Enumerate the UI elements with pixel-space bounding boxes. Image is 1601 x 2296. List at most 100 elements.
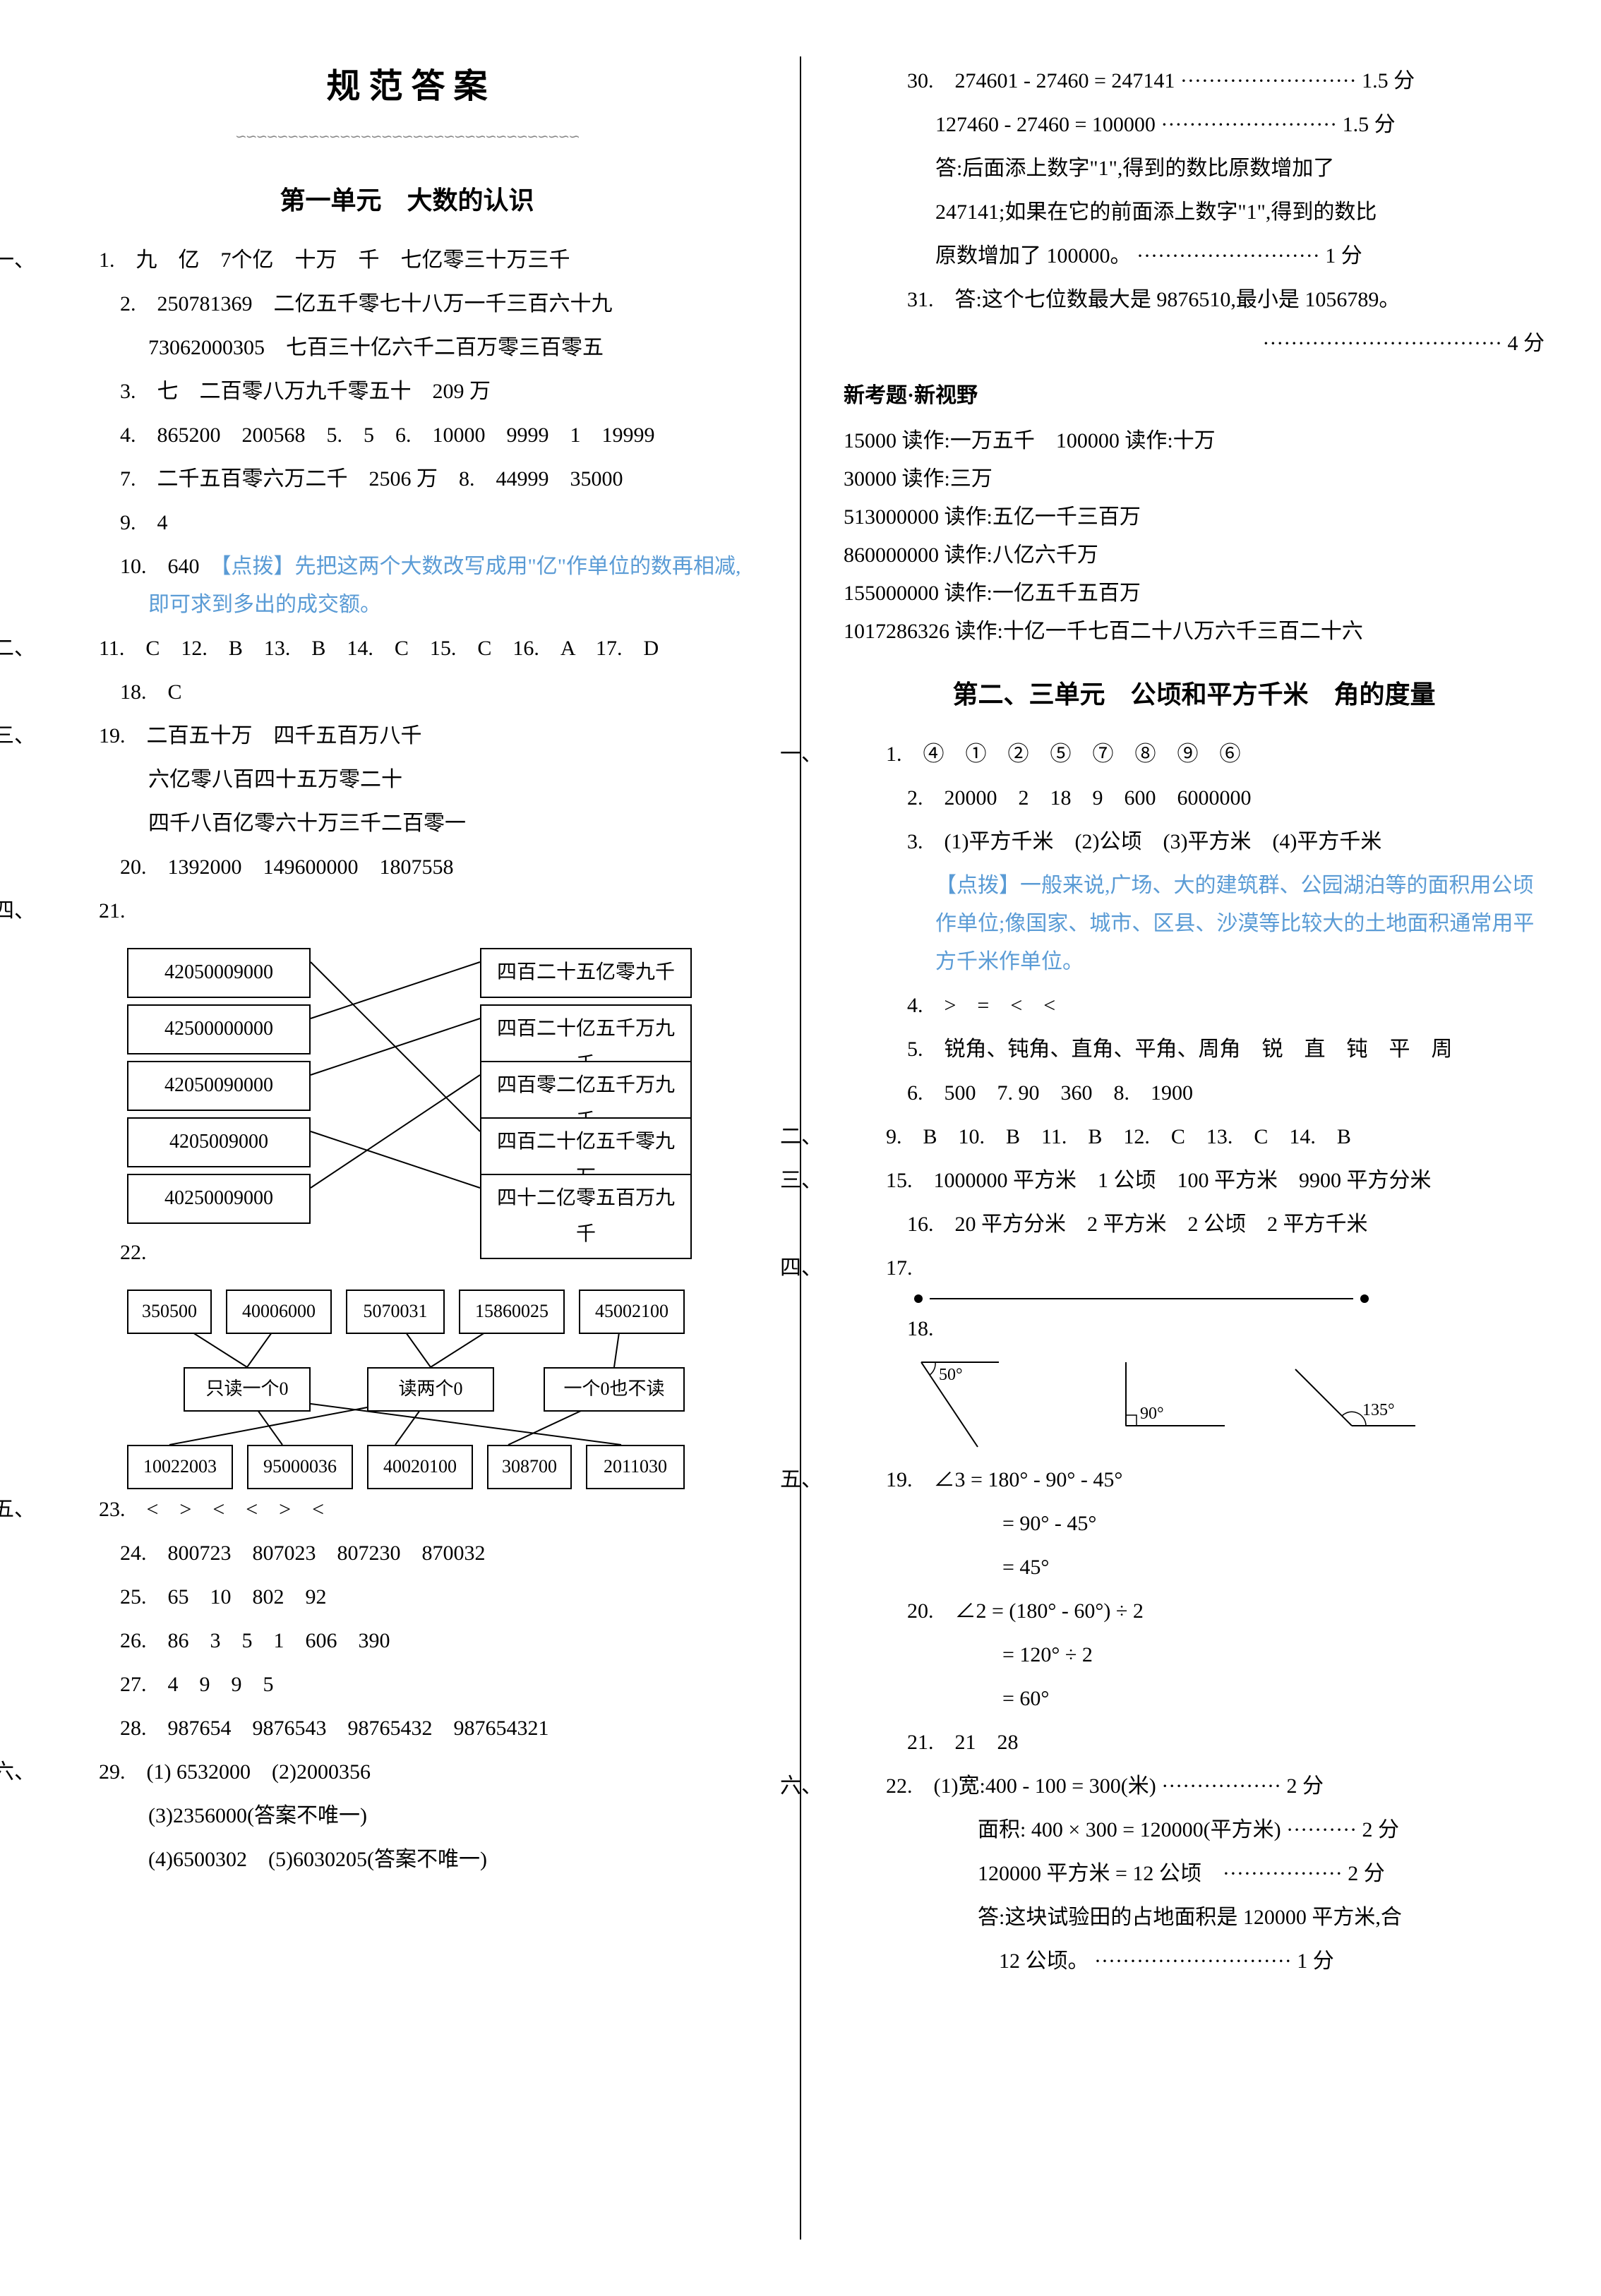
newtitle: 新考题·新视野: [844, 377, 1545, 415]
flow-diagram: 350500 40006000 5070031 15860025 4500210…: [127, 1282, 727, 1480]
s1-label: 一、: [56, 241, 99, 280]
unit2-title: 第二、三单元 公顷和平方千米 角的度量: [844, 672, 1545, 718]
angle-50: 50°: [914, 1355, 1055, 1454]
s1-q3: 3. 七 二百零八万九千零五十 209 万: [56, 373, 757, 411]
u2s1-q1: 一、1. ④ ① ② ⑤ ⑦ ⑧ ⑨ ⑥: [844, 735, 1545, 774]
s1-q9: 9. 4: [56, 504, 757, 542]
r-q30c: 答:后面添上数字"1",得到的数比原数增加了: [844, 150, 1545, 188]
s1-q10: 10. 640 【点拨】先把这两个大数改写成用"亿"作单位的数再相减,即可求到多…: [56, 548, 757, 624]
fm-2: 一个0也不读: [544, 1367, 685, 1412]
mr-0: 四百二十五亿零九千: [480, 948, 692, 997]
mr-4: 四十二亿零五百万九千: [480, 1174, 692, 1259]
ml-4: 40250009000: [127, 1174, 311, 1223]
s6-q29d: (4)6500302 (5)6030205(答案不唯一): [56, 1841, 757, 1879]
ft-2: 5070031: [346, 1290, 445, 1334]
dot-icon: [1360, 1294, 1369, 1303]
s3-q19b: 六亿零八百四十五万零二十: [56, 761, 757, 799]
s4-label: 四、: [56, 892, 99, 930]
r-q30b: 127460 - 27460 = 100000 ················…: [844, 106, 1545, 144]
u2s6-q22d: 答:这块试验田的占地面积是 120000 平方米,合: [844, 1899, 1545, 1937]
s1-q7: 7. 二千五百零六万二千 2506 万 8. 44999 35000: [56, 460, 757, 498]
fb-2: 40020100: [367, 1445, 473, 1489]
u2s5-q21: 21. 21 28: [844, 1724, 1545, 1762]
u2s1-q4: 4. > = < <: [844, 987, 1545, 1025]
u2s5-q19a: 五、19. ∠3 = 180° - 90° - 45°: [844, 1461, 1545, 1499]
ft-3: 15860025: [459, 1290, 565, 1334]
s2-q11: 二、11. C 12. B 13. B 14. C 15. C 16. A 17…: [56, 630, 757, 668]
u2s6-label: 六、: [844, 1767, 886, 1805]
fb-4: 2011030: [586, 1445, 685, 1489]
fb-3: 308700: [487, 1445, 572, 1489]
match-diagram: 42050009000 42500000000 42050090000 4205…: [127, 941, 692, 1223]
u2s3-q15: 三、15. 1000000 平方米 1 公顷 100 平方米 9900 平方分米: [844, 1162, 1545, 1200]
s1-q10-note: 【点拨】先把这两个大数改写成用"亿"作单位的数再相减,即可求到多出的成交额。: [148, 555, 741, 616]
s6-q29: 六、29. (1) 6532000 (2)2000356: [56, 1753, 757, 1791]
s3-label: 三、: [56, 717, 99, 755]
r-q31b: ·································· 4 分: [844, 325, 1545, 363]
s6-q29c: (3)2356000(答案不唯一): [56, 1797, 757, 1835]
u2s5-q20c: = 60°: [844, 1680, 1545, 1718]
r-q31a: 31. 答:这个七位数最大是 9876510,最小是 1056789。: [844, 281, 1545, 319]
svg-text:90°: 90°: [1140, 1405, 1164, 1423]
u2s5-label: 五、: [844, 1461, 886, 1499]
svg-text:135°: 135°: [1362, 1401, 1395, 1419]
s1-q4: 4. 865200 200568 5. 5 6. 10000 9999 1 19…: [56, 416, 757, 455]
ft-1: 40006000: [226, 1290, 332, 1334]
ml-1: 42500000000: [127, 1004, 311, 1054]
ml-3: 4205009000: [127, 1117, 311, 1167]
r-n1: 15000 读作:一万五千 100000 读作:十万: [844, 422, 1545, 460]
r-q30a: 30. 274601 - 27460 = 247141 ············…: [844, 62, 1545, 100]
u2s1-label: 一、: [844, 735, 886, 774]
title-ornament: ∽∽∽∽∽∽∽∽∽∽∽∽∽∽∽∽∽∽∽∽∽∽∽∽∽∽∽∽∽∽∽∽∽: [56, 124, 757, 150]
u2s1-q3note: 【点拨】一般来说,广场、大的建筑群、公园湖泊等的面积用公顷作单位;像国家、城市、…: [844, 867, 1545, 981]
u2s6-q22c: 120000 平方米 = 12 公顷 ················· 2 分: [844, 1855, 1545, 1893]
angle-diagram: 50° 90° 135°: [914, 1355, 1545, 1454]
s4-q21: 四、21.: [56, 892, 757, 930]
u2s5-q19b: = 90° - 45°: [844, 1505, 1545, 1543]
s6-label: 六、: [56, 1753, 99, 1791]
u2s1-q6: 6. 500 7. 90 360 8. 1900: [844, 1074, 1545, 1112]
u2s3-label: 三、: [844, 1162, 886, 1200]
ft-4: 45002100: [579, 1290, 685, 1334]
s2-label: 二、: [56, 630, 99, 668]
r-q30e: 原数增加了 100000。 ··························…: [844, 237, 1545, 275]
u2s6-q22b: 面积: 400 × 300 = 120000(平方米) ·········· 2…: [844, 1811, 1545, 1849]
s5-q28: 28. 987654 9876543 98765432 987654321: [56, 1709, 757, 1748]
u2s4-label: 四、: [844, 1249, 886, 1287]
u2s6-q22a: 六、22. (1)宽:400 - 100 = 300(米) ··········…: [844, 1767, 1545, 1805]
r-q30d: 247141;如果在它的前面添上数字"1",得到的数比: [844, 193, 1545, 232]
fm-0: 只读一个0: [184, 1367, 311, 1412]
u2s5-q19c: = 45°: [844, 1549, 1545, 1587]
ml-2: 42050090000: [127, 1061, 311, 1110]
angle-135: 135°: [1281, 1355, 1422, 1454]
u2s5-q20b: = 120° ÷ 2: [844, 1636, 1545, 1674]
s5-q24: 24. 800723 807023 807230 870032: [56, 1534, 757, 1573]
s5-q26: 26. 86 3 5 1 606 390: [56, 1622, 757, 1660]
u2s1-q3: 3. (1)平方千米 (2)公顷 (3)平方米 (4)平方千米: [844, 823, 1545, 861]
main-title: 规 范 答 案: [56, 56, 757, 117]
fm-1: 读两个0: [367, 1367, 494, 1412]
page-container: 规 范 答 案 ∽∽∽∽∽∽∽∽∽∽∽∽∽∽∽∽∽∽∽∽∽∽∽∽∽∽∽∽∽∽∽∽…: [42, 56, 1559, 2240]
s5-q27: 27. 4 9 9 5: [56, 1666, 757, 1704]
u2s5-q20a: 20. ∠2 = (180° - 60°) ÷ 2: [844, 1592, 1545, 1630]
s1-q2b: 73062000305 七百三十亿六千二百万零三百零五: [56, 329, 757, 367]
s5-q25: 25. 65 10 802 92: [56, 1578, 757, 1616]
u2s4-q17: 四、17.: [844, 1249, 1545, 1287]
u2s2-label: 二、: [844, 1118, 886, 1156]
u2s6-q22e: 12 公顷。 ···························· 1 分: [844, 1942, 1545, 1981]
u2s1-q2: 2. 20000 2 18 9 600 6000000: [844, 779, 1545, 817]
s5-label: 五、: [56, 1491, 99, 1529]
s2-q18: 18. C: [56, 673, 757, 711]
r-n3: 513000000 读作:五亿一千三百万: [844, 498, 1545, 536]
ft-0: 350500: [127, 1290, 212, 1334]
u2s1-q5: 5. 锐角、钝角、直角、平角、周角 锐 直 钝 平 周: [844, 1030, 1545, 1069]
s3-q19c: 四千八百亿零六十万三千二百零一: [56, 805, 757, 843]
r-n4: 860000000 读作:八亿六千万: [844, 536, 1545, 575]
dot-icon: [914, 1294, 923, 1303]
u2s2-q9: 二、9. B 10. B 11. B 12. C 13. C 14. B: [844, 1118, 1545, 1156]
line-segment: [930, 1298, 1353, 1299]
svg-text:50°: 50°: [939, 1366, 963, 1384]
s1-q2: 2. 250781369 二亿五千零七十八万一千三百六十九: [56, 285, 757, 323]
s3-q19: 三、19. 二百五十万 四千五百万八千: [56, 717, 757, 755]
fb-0: 10022003: [127, 1445, 233, 1489]
